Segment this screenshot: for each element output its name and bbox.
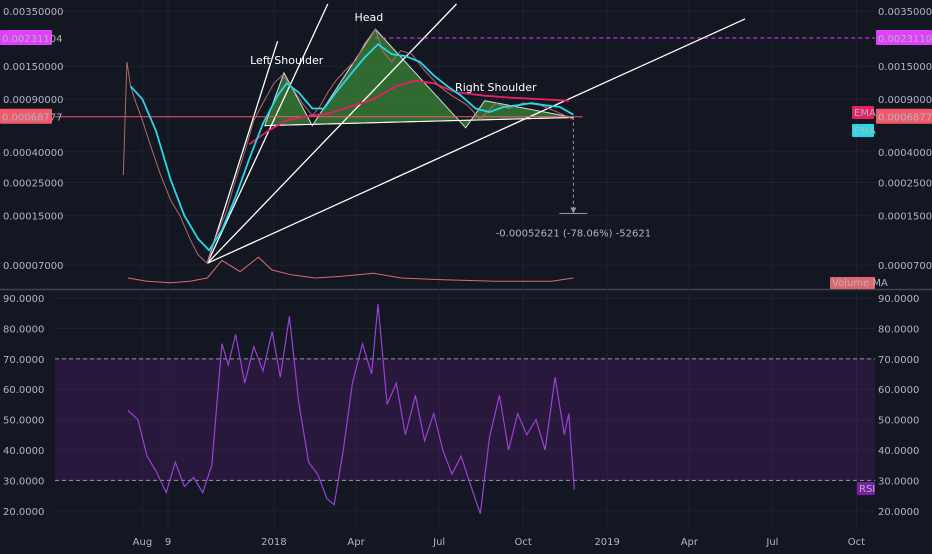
rsi-tick-left: 50.0000 [3, 416, 44, 427]
rsi-tick-right: 50.0000 [878, 416, 919, 427]
rsi-tag-label: RSI [859, 484, 875, 495]
rsi-tick-left: 80.0000 [3, 324, 44, 335]
level-badge-right [876, 30, 932, 46]
x-tick-label: Apr [347, 537, 365, 548]
price-tick-left: 0.00350000 [3, 7, 63, 18]
x-tick-label: 2019 [594, 537, 619, 548]
ema-fast-tag-label: EMA [854, 126, 876, 137]
rsi-tick-left: 20.0000 [3, 507, 44, 518]
measure-label: -0.00052621 (-78.06%) -52621 [496, 229, 651, 240]
price-tick-left: 0.00040000 [3, 148, 63, 159]
price-tick-right: 0.00150000 [878, 62, 932, 73]
level-badge-left-label: 0.00231104 [2, 34, 62, 45]
level-badge-left-label: 0.00068777 [2, 113, 62, 124]
price-tick-left: 0.00090000 [3, 95, 63, 106]
price-pane[interactable] [55, 0, 875, 289]
price-tick-right: 0.00025000 [878, 178, 932, 189]
price-tick-right: 0.00040000 [878, 148, 932, 159]
level-badge-left [0, 30, 52, 46]
x-tick-label: Oct [515, 537, 532, 548]
price-tick-left: 0.00007000 [3, 261, 63, 272]
price-tick-right: 0.00090000 [878, 95, 932, 106]
x-tick-label: Apr [681, 537, 699, 548]
price-tick-left: 0.00015000 [3, 212, 63, 223]
measure-arrow-icon [570, 207, 577, 214]
fan-trendline[interactable] [206, 40, 279, 264]
rsi-tick-left: 60.0000 [3, 385, 44, 396]
price-tick-right: 0.00015000 [878, 212, 932, 223]
rsi-tick-left: 70.0000 [3, 355, 44, 366]
ema-slow-tag [852, 106, 874, 119]
fan-trendline[interactable] [206, 18, 746, 264]
price-tick-right: 0.00350000 [878, 7, 932, 18]
rsi-tick-left: 90.0000 [3, 294, 44, 305]
level-badge-right-label: 0.00231104 [878, 34, 932, 45]
volume-ma-tag-label: Volume MA [832, 278, 888, 289]
fan-trendline[interactable] [206, 3, 457, 264]
pattern-annotation: Head [354, 11, 383, 24]
level-badge-left [0, 108, 52, 124]
neckline[interactable] [264, 116, 574, 127]
fan-trendline[interactable] [206, 3, 329, 264]
ema-fast-line[interactable] [129, 43, 574, 252]
x-tick-label: Aug [133, 537, 153, 548]
rsi-tick-right: 40.0000 [878, 446, 919, 457]
x-tick-label: Jul [765, 537, 778, 548]
rsi-tick-right: 30.0000 [878, 476, 919, 487]
level-badge-right [876, 108, 932, 124]
rsi-tick-left: 30.0000 [3, 476, 44, 487]
price-line[interactable] [122, 28, 574, 265]
pattern-annotation: Left Shoulder [250, 54, 324, 67]
rsi-tick-right: 80.0000 [878, 324, 919, 335]
rsi-tick-left: 40.0000 [3, 446, 44, 457]
level-badge-right-label: 0.00068777 [878, 113, 932, 124]
price-tick-right: 0.00007000 [878, 261, 932, 272]
rsi-tick-right: 70.0000 [878, 355, 919, 366]
rsi-line[interactable] [127, 304, 575, 514]
rsi-pane[interactable] [55, 290, 875, 530]
rsi-tick-right: 90.0000 [878, 294, 919, 305]
ema-slow-line[interactable] [248, 79, 569, 146]
volume-ma-tag [830, 277, 875, 289]
pattern-annotation: Right Shoulder [455, 81, 537, 94]
volume-ma-line[interactable] [127, 256, 574, 284]
x-tick-label: 9 [165, 537, 171, 548]
price-tick-left: 0.00150000 [3, 62, 63, 73]
rsi-band [55, 358, 875, 481]
rsi-tag [857, 482, 875, 495]
x-tick-label: Jul [432, 537, 445, 548]
ema-fast-tag [852, 124, 874, 137]
rsi-tick-right: 60.0000 [878, 385, 919, 396]
price-tick-left: 0.00025000 [3, 178, 63, 189]
x-tick-label: 2018 [261, 537, 286, 548]
rsi-tick-right: 20.0000 [878, 507, 919, 518]
ema-slow-tag-label: EMA [854, 108, 876, 119]
x-tick-label: Oct [848, 537, 865, 548]
